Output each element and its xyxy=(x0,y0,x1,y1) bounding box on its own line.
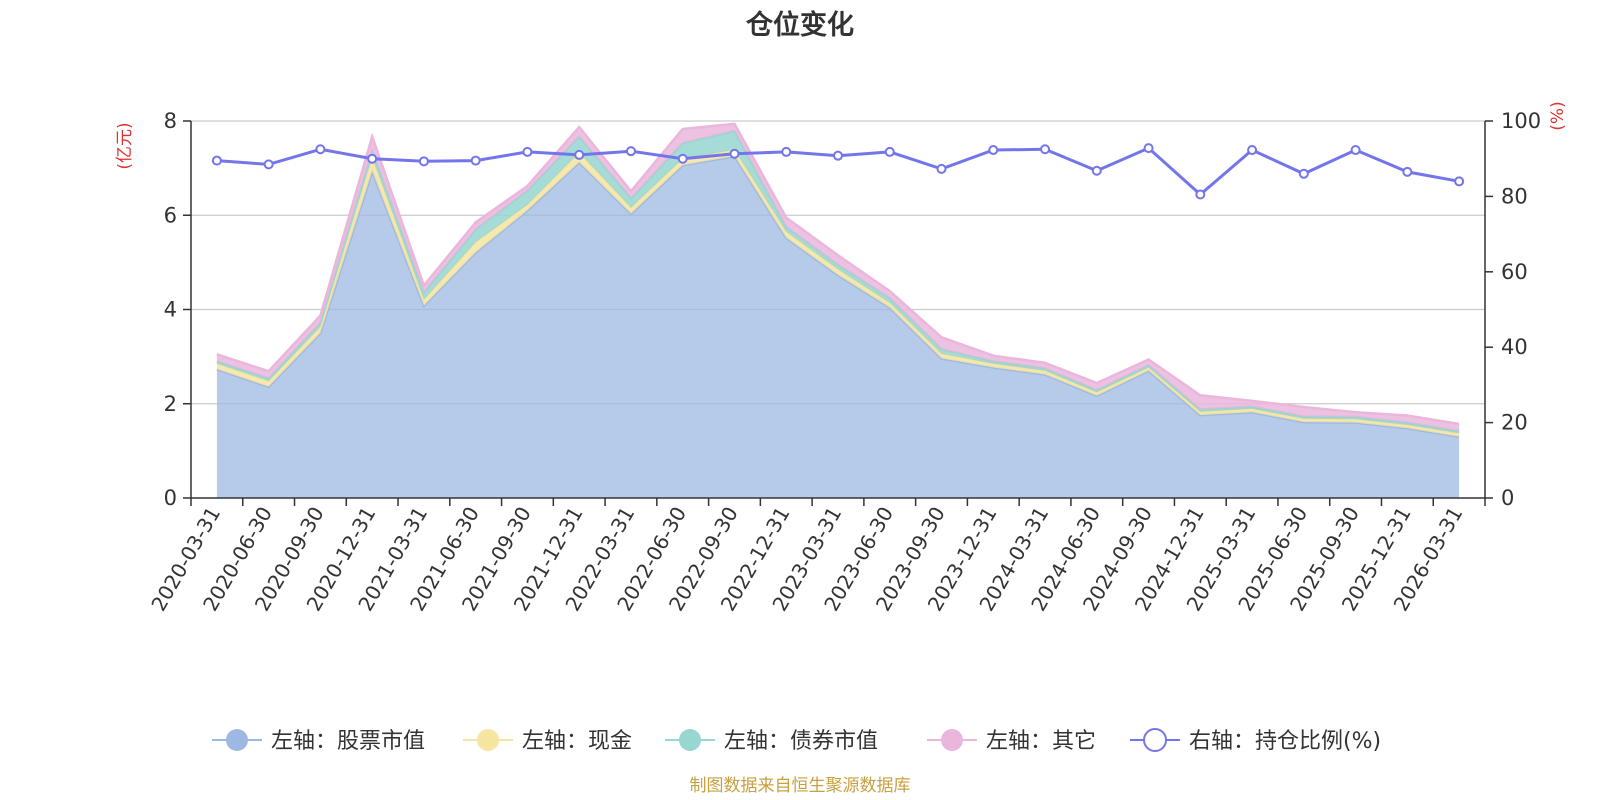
ratio-point[interactable] xyxy=(315,144,326,155)
ratio-point[interactable] xyxy=(677,153,688,164)
ratio-point[interactable] xyxy=(729,148,740,159)
left-tick-label: 6 xyxy=(164,203,177,227)
right-tick-label: 20 xyxy=(1501,411,1528,435)
ratio-point[interactable] xyxy=(470,155,481,166)
right-axis-label: (%) xyxy=(1548,101,1568,130)
right-tick-label: 0 xyxy=(1501,486,1514,510)
ratio-point[interactable] xyxy=(988,145,999,156)
chart-title: 仓位变化 xyxy=(745,9,854,41)
ratio-point[interactable] xyxy=(884,146,895,157)
legend: 左轴：股票市值 左轴：现金 左轴：债券市值 左轴：其它 右轴：持仓比例(%) xyxy=(212,728,1381,754)
ratio-point[interactable] xyxy=(367,153,378,164)
ratio-point[interactable] xyxy=(574,149,585,160)
ratio-point[interactable] xyxy=(625,146,636,157)
left-tick-label: 0 xyxy=(164,486,177,510)
stacked-areas xyxy=(216,122,1460,499)
left-tick-label: 4 xyxy=(164,298,177,322)
ratio-point[interactable] xyxy=(211,155,222,166)
right-tick-label: 40 xyxy=(1501,335,1528,359)
legend-label: 左轴：其它 xyxy=(986,729,1096,754)
ratio-point[interactable] xyxy=(1143,143,1154,154)
ratio-point[interactable] xyxy=(263,159,274,170)
ratio-point[interactable] xyxy=(522,146,533,157)
ratio-point[interactable] xyxy=(1040,144,1051,155)
area-series-4-edge xyxy=(216,122,1460,426)
ratio-point[interactable] xyxy=(1454,176,1465,187)
right-tick-label: 100 xyxy=(1501,109,1541,133)
ratio-point[interactable] xyxy=(781,146,792,157)
ratio-point[interactable] xyxy=(1247,145,1258,156)
ratio-point[interactable] xyxy=(1091,165,1102,176)
legend-marker xyxy=(679,729,701,751)
legend-marker xyxy=(477,729,499,751)
ratio-point[interactable] xyxy=(1350,145,1361,156)
ratio-point[interactable] xyxy=(936,163,947,174)
legend-item-4[interactable]: 左轴：其它 xyxy=(927,729,1096,754)
left-tick-label: 2 xyxy=(164,392,177,416)
right-tick-label: 60 xyxy=(1501,260,1528,284)
left-axis-label: (亿元) xyxy=(115,122,135,169)
legend-marker xyxy=(226,729,248,751)
legend-item-1[interactable]: 左轴：股票市值 xyxy=(212,729,425,754)
ratio-point[interactable] xyxy=(1402,166,1413,177)
ratio-point[interactable] xyxy=(1298,168,1309,179)
legend-marker xyxy=(941,729,963,751)
legend-item-3[interactable]: 左轴：债券市值 xyxy=(665,729,878,754)
legend-item-5[interactable]: 右轴：持仓比例(%) xyxy=(1130,728,1381,754)
ratio-line xyxy=(211,143,1465,200)
left-tick-label: 8 xyxy=(164,109,177,133)
legend-marker xyxy=(1143,728,1167,752)
legend-label: 左轴：现金 xyxy=(522,729,632,754)
footer-source: 制图数据来自恒生聚源数据库 xyxy=(690,776,911,796)
legend-label: 右轴：持仓比例(%) xyxy=(1189,729,1381,754)
ratio-point[interactable] xyxy=(418,156,429,167)
legend-label: 左轴：债券市值 xyxy=(724,729,878,754)
legend-label: 左轴：股票市值 xyxy=(271,729,425,754)
ratio-point[interactable] xyxy=(833,150,843,161)
ratio-point[interactable] xyxy=(1195,189,1206,200)
area-series-1 xyxy=(216,156,1460,499)
legend-item-2[interactable]: 左轴：现金 xyxy=(463,729,632,754)
right-tick-label: 80 xyxy=(1501,184,1528,208)
